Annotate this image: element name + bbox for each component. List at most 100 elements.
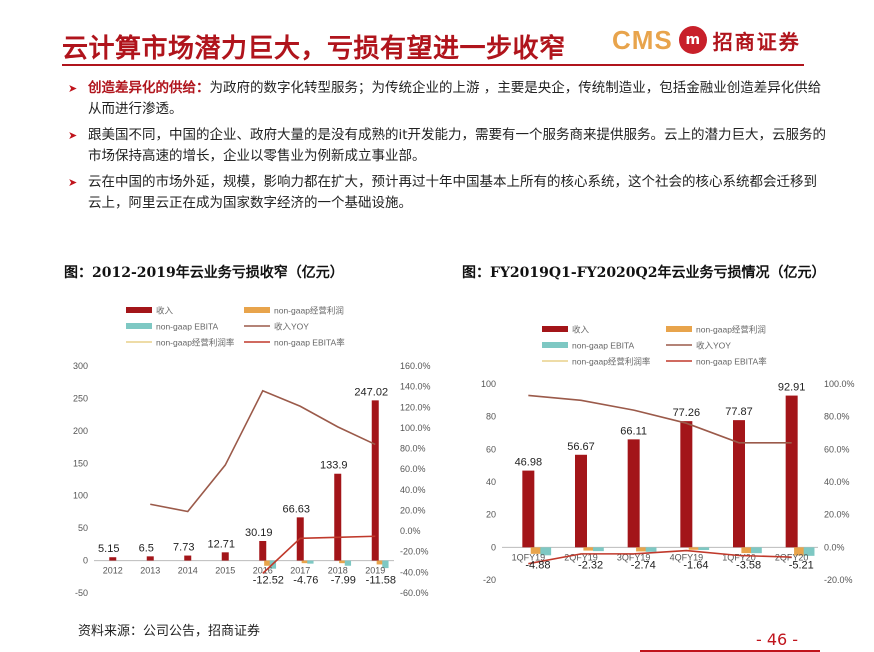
y-tick-label: 50 [78, 523, 88, 533]
y2-tick-label: -20.0% [400, 547, 429, 557]
bar [264, 560, 271, 566]
bar [146, 556, 154, 561]
page-number-rule [640, 650, 820, 652]
y-tick-label: 150 [73, 458, 88, 468]
data-label-ebita: -1.64 [683, 559, 708, 571]
x-tick-label: 1QFY20 [722, 552, 756, 562]
y2-tick-label: 0.0% [400, 526, 421, 536]
data-label-revenue: 66.11 [620, 425, 647, 437]
x-tick-label: 1QFY19 [512, 552, 546, 562]
brand-logo: CMS m 招商证券 [612, 22, 801, 58]
legend-label: non-gaap EBITA率 [696, 357, 767, 367]
y-tick-label: 60 [486, 444, 496, 454]
bullet-text: 云在中国的市场外延，规模，影响力都在扩大，预计再过十年中国基本上所有的核心系统，… [88, 174, 817, 211]
bullet-text: 为政府的数字化转型服务；为传统企业的上游 ，主要是央企，传统制造业，包括金融业创… [88, 80, 822, 117]
page-number: - 46 - [756, 630, 799, 649]
y2-tick-label: 0.0% [824, 542, 845, 552]
y-tick-label: 200 [73, 426, 88, 436]
bar [376, 560, 383, 565]
x-tick-label: 2013 [140, 566, 160, 576]
data-label-revenue: 77.87 [725, 406, 753, 418]
chart-annual-cloud: 收入 non-gaap经营利润 non-gaap EBITA 收入YOY non-gaa… [73, 306, 431, 599]
x-tick-label: 4QFY19 [670, 552, 704, 562]
chart-caption-annual: 图：2012-2019年云业务亏损收窄（亿元） [64, 265, 344, 281]
legend-label: 收入YOY [274, 322, 309, 332]
data-label-revenue: 6.5 [139, 542, 154, 554]
bullet-item: ➤ 云在中国的市场外延，规模，影响力都在扩大，预计再过十年中国基本上所有的核心系… [68, 172, 828, 214]
x-tick-label: 2015 [215, 566, 235, 576]
y2-tick-label: 140.0% [400, 382, 431, 392]
bullet-arrow-icon: ➤ [68, 129, 78, 142]
bar [733, 420, 745, 548]
x-tick-label: 2012 [103, 566, 123, 576]
data-label-revenue: 30.19 [245, 527, 273, 539]
x-tick-label: 2016 [253, 566, 273, 576]
data-label-revenue: 247.02 [354, 386, 388, 398]
legend-label: non-gaap EBITA [156, 322, 219, 332]
legend-label: non-gaap经营利润率 [156, 338, 235, 348]
bar [794, 547, 805, 556]
data-label-revenue: 12.71 [207, 538, 235, 550]
page-title: 云计算市场潜力巨大，亏损有望进一步收窄 [62, 34, 566, 64]
legend-swatch [666, 326, 692, 332]
series-line [262, 535, 376, 574]
bar [301, 560, 308, 564]
chart-caption-quarterly: 图：FY2019Q1-FY2020Q2年云业务亏损情况（亿元） [462, 265, 826, 281]
bullet-highlight: 创造差异化的供给： [88, 80, 210, 96]
data-label-ebita: -12.52 [253, 575, 284, 587]
bullet-list: ➤ 创造差异化的供给：为政府的数字化转型服务；为传统企业的上游 ，主要是央企，传… [68, 78, 828, 219]
y2-tick-label: -40.0% [400, 567, 429, 577]
bullet-item: ➤ 创造差异化的供给：为政府的数字化转型服务；为传统企业的上游 ，主要是央企，传… [68, 78, 828, 120]
y2-tick-label: 100.0% [824, 379, 855, 389]
y-tick-label: 0 [491, 542, 496, 552]
y-tick-label: 100 [481, 379, 496, 389]
y2-tick-label: 40.0% [400, 485, 426, 495]
legend-swatch [244, 307, 270, 313]
legend-label: non-gaap经营利润 [696, 325, 766, 335]
x-tick-label: 2QFY20 [775, 552, 809, 562]
bar [593, 547, 604, 552]
data-label-ebita: -11.58 [366, 575, 396, 587]
bar [627, 439, 640, 548]
data-label-revenue: 56.67 [567, 441, 595, 453]
bullet-text: 跟美国不同，中国的企业、政府大量的是没有成熟的it开发能力，需要有一个服务商来提… [88, 127, 827, 164]
y2-tick-label: 20.0% [400, 505, 426, 515]
y2-tick-label: 60.0% [824, 444, 850, 454]
y2-tick-label: 80.0% [824, 412, 850, 422]
bullet-item: ➤ 跟美国不同，中国的企业、政府大量的是没有成熟的it开发能力，需要有一个服务商… [68, 125, 828, 167]
bar [259, 540, 267, 561]
bar [575, 454, 587, 548]
data-label-ebita: -5.21 [789, 559, 814, 571]
chart-quarterly-cloud: 收入 non-gaap经营利润 non-gaap EBITA 收入YOY non-gaa… [481, 325, 855, 586]
bar [339, 560, 346, 564]
y-tick-label: -50 [75, 588, 88, 598]
data-label-revenue: 92.91 [778, 382, 806, 394]
y-tick-label: 100 [73, 491, 88, 501]
bar [307, 560, 314, 564]
bar [583, 547, 595, 551]
x-tick-label: 2QFY19 [564, 552, 598, 562]
y2-tick-label: -60.0% [400, 588, 429, 598]
bar [636, 547, 647, 552]
data-label-revenue: 46.98 [515, 457, 543, 469]
y-tick-label: 40 [486, 477, 496, 487]
legend-swatch [542, 326, 568, 332]
data-label-revenue: 77.26 [673, 407, 701, 419]
logo-badge-icon: m [678, 26, 707, 54]
bar [540, 547, 552, 556]
legend-swatch [542, 342, 568, 348]
logo-company-name: 招商证券 [712, 29, 801, 54]
legend-label: non-gaap经营利润率 [572, 357, 651, 367]
data-label-ebita: -7.99 [331, 575, 356, 587]
legend-label: 收入 [572, 325, 590, 335]
legend-label: 收入 [156, 306, 174, 316]
y2-tick-label: 60.0% [400, 464, 426, 474]
y2-tick-label: 100.0% [400, 423, 431, 433]
data-label-ebita: -4.76 [293, 575, 318, 587]
data-label-ebita: -2.74 [631, 559, 656, 571]
bar [688, 547, 700, 550]
y-tick-label: 250 [73, 393, 88, 403]
legend-label: non-gaap EBITA [572, 341, 635, 351]
bar [645, 547, 657, 552]
title-divider [62, 64, 804, 66]
